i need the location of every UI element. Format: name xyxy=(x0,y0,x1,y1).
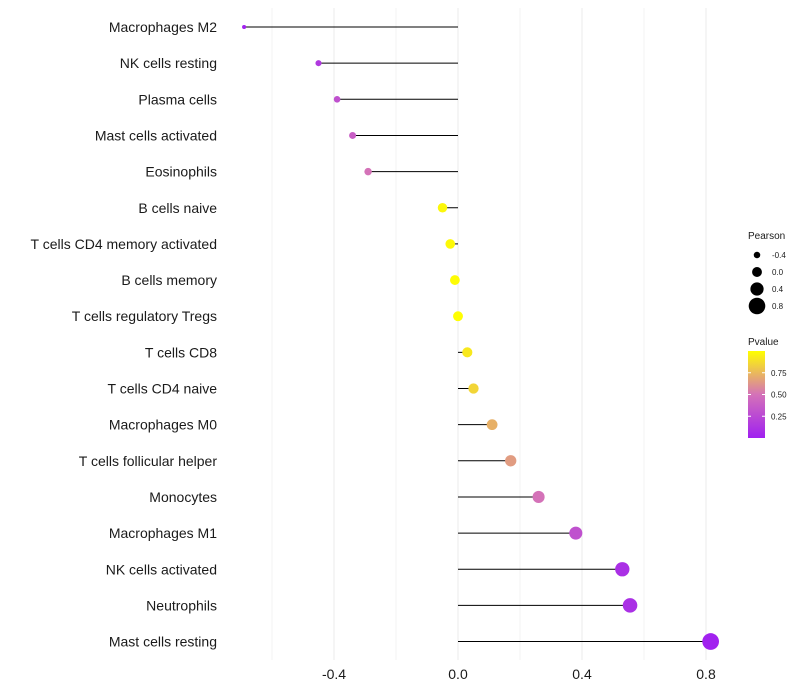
category-label: B cells naive xyxy=(138,200,217,216)
legend-size-label: 0.0 xyxy=(772,268,784,277)
lollipop-stems xyxy=(244,26,711,643)
legend-size-label: 0.8 xyxy=(772,302,784,311)
legend-size-key xyxy=(753,251,761,259)
legend-pvalue-title: Pvalue xyxy=(748,337,779,348)
legend-pearson: Pearson -0.4 0.0 0.4 0.8 xyxy=(748,231,786,315)
lollipop-point xyxy=(445,239,456,249)
category-label: Neutrophils xyxy=(146,597,217,613)
category-label: T cells CD8 xyxy=(145,344,217,360)
lollipop-point xyxy=(486,419,498,431)
category-label: T cells follicular helper xyxy=(79,453,218,469)
lollipop-point xyxy=(532,490,545,503)
legend-size-key xyxy=(752,267,762,277)
category-label: Mast cells activated xyxy=(95,127,217,143)
category-label: Macrophages M1 xyxy=(109,525,217,541)
category-label: NK cells activated xyxy=(106,561,217,577)
lollipop-point xyxy=(622,598,638,613)
legend-color-label: 0.25 xyxy=(771,412,787,421)
lollipop-point xyxy=(569,526,583,540)
category-label: Macrophages M2 xyxy=(109,19,217,35)
x-tick-label: 0.8 xyxy=(696,666,716,682)
lollipop-point xyxy=(364,167,372,176)
category-labels: Macrophages M2 NK cells resting Plasma cel… xyxy=(31,19,218,650)
lollipop-point xyxy=(505,455,517,467)
lollipop-point xyxy=(437,203,448,213)
category-label: Monocytes xyxy=(149,489,217,505)
category-label: Macrophages M0 xyxy=(109,417,217,433)
x-tick-label: 0.4 xyxy=(572,666,592,682)
lollipop-point xyxy=(349,131,357,139)
category-label: T cells CD4 memory activated xyxy=(31,236,217,252)
lollipop-point xyxy=(468,383,479,394)
category-label: Plasma cells xyxy=(138,91,217,107)
category-label: B cells memory xyxy=(121,272,217,288)
lollipop-point xyxy=(315,60,322,67)
category-label: NK cells resting xyxy=(120,55,217,71)
lollipop-point xyxy=(462,347,473,358)
category-label: T cells regulatory Tregs xyxy=(72,308,217,324)
x-tick-label: -0.4 xyxy=(322,666,346,682)
grid-lines xyxy=(271,8,707,660)
x-tick-label: 0.0 xyxy=(448,666,468,682)
legend-pvalue-colorbar xyxy=(748,351,765,438)
lollipop-point xyxy=(615,562,630,577)
legend-size-label: 0.4 xyxy=(772,285,784,294)
legend-color-label: 0.50 xyxy=(771,391,787,400)
legend-size-key xyxy=(748,297,766,315)
x-axis-tick-labels: -0.4 0.0 0.4 0.8 xyxy=(322,666,716,682)
lollipop-point xyxy=(453,311,463,322)
legend-size-label: -0.4 xyxy=(772,251,786,260)
legend-size-key xyxy=(750,282,764,296)
lollipop-point xyxy=(333,95,341,103)
lollipop-point xyxy=(242,24,247,30)
lollipop-points xyxy=(242,24,720,650)
lollipop-point xyxy=(450,275,460,285)
category-label: T cells CD4 naive xyxy=(108,381,218,397)
legend-color-label: 0.75 xyxy=(771,369,787,378)
lollipop-point xyxy=(702,633,720,650)
category-label: Mast cells resting xyxy=(109,634,217,650)
legend-pearson-title: Pearson xyxy=(748,231,785,242)
legend-pvalue: Pvalue 0.75 0.50 0.25 xyxy=(748,337,787,438)
category-label: Eosinophils xyxy=(145,164,217,180)
